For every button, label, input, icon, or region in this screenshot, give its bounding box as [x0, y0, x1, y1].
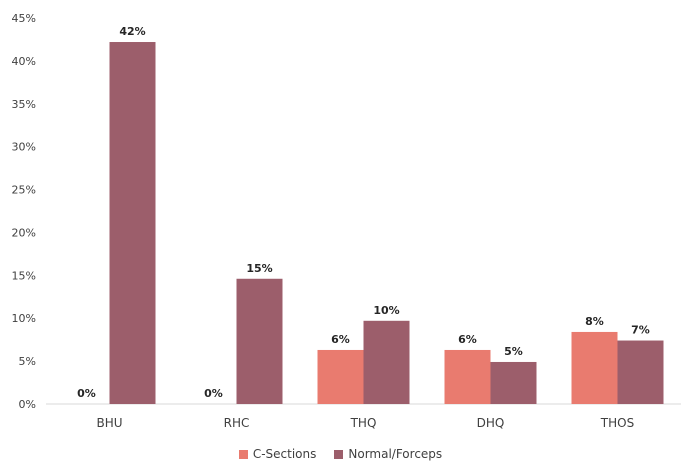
legend-item-normal-forceps: Normal/Forceps — [334, 447, 442, 461]
data-label: 6% — [331, 333, 350, 346]
bar-normal-forceps-rhc — [236, 278, 283, 404]
x-axis: BHU RHC THQ DHQ THOS — [96, 416, 634, 430]
bar-chart: 0% 5% 10% 15% 20% 25% 30% 35% 40% 45% 0% 42% 0% 15% 6… — [12, 12, 681, 430]
legend-swatch — [334, 449, 344, 459]
y-tick-label: 45% — [12, 12, 36, 25]
bar-c-sections-thq — [317, 349, 364, 404]
y-tick-label: 30% — [12, 141, 36, 154]
y-tick-label: 5% — [19, 355, 36, 368]
bars — [109, 42, 664, 405]
bar-normal-forceps-bhu — [109, 42, 156, 405]
bar-c-sections-dhq — [444, 349, 491, 404]
x-tick-label: RHC — [224, 416, 250, 430]
data-label: 15% — [246, 262, 272, 275]
data-label: 10% — [373, 304, 399, 317]
bar-normal-forceps-thos — [617, 340, 664, 404]
x-tick-label: THQ — [350, 416, 377, 430]
x-tick-label: THOS — [600, 416, 634, 430]
y-tick-label: 15% — [12, 269, 36, 282]
data-label: 0% — [204, 387, 223, 400]
x-tick-label: BHU — [96, 416, 122, 430]
bar-normal-forceps-thq — [363, 320, 410, 404]
y-tick-label: 20% — [12, 226, 36, 239]
legend-swatch — [238, 449, 248, 459]
legend-label: Normal/Forceps — [348, 447, 443, 461]
data-label: 42% — [119, 25, 145, 38]
y-tick-label: 25% — [12, 184, 36, 197]
y-tick-label: 10% — [12, 312, 36, 325]
legend-item-c-sections: C-Sections — [238, 447, 317, 461]
y-tick-label: 0% — [19, 398, 36, 411]
data-labels: 0% 42% 0% 15% 6% 10% 6% 5% 8% 7% — [77, 25, 650, 400]
data-label: 7% — [631, 324, 650, 337]
y-axis: 0% 5% 10% 15% 20% 25% 30% 35% 40% 45% — [12, 12, 36, 411]
data-label: 5% — [504, 345, 523, 358]
data-label: 8% — [585, 315, 604, 328]
legend: C-Sections Normal/Forceps — [0, 446, 681, 462]
bar-c-sections-thos — [571, 331, 618, 404]
y-tick-label: 40% — [12, 55, 36, 68]
data-label: 6% — [458, 333, 477, 346]
legend-label: C-Sections — [252, 447, 317, 461]
x-tick-label: DHQ — [477, 416, 505, 430]
y-tick-label: 35% — [12, 98, 36, 111]
data-label: 0% — [77, 387, 96, 400]
bar-normal-forceps-dhq — [490, 361, 537, 404]
